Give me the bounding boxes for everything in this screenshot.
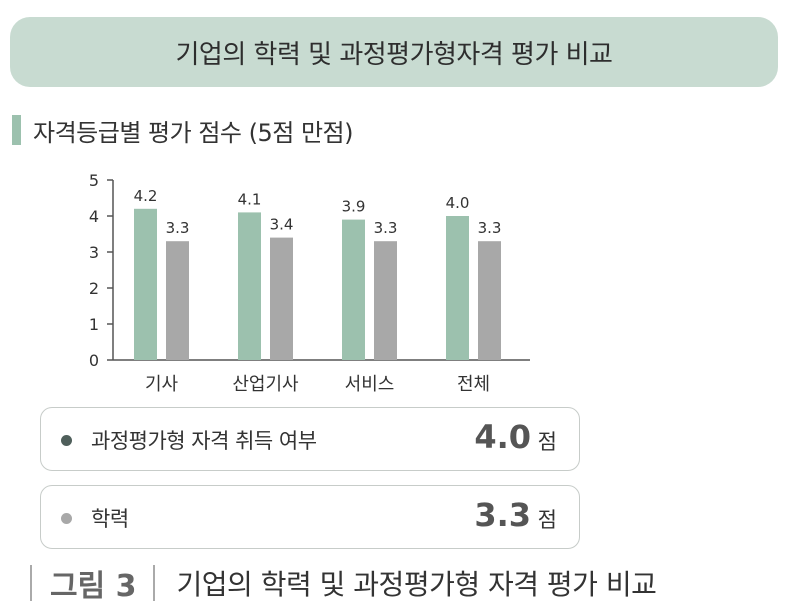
y-tick-label: 5 (89, 171, 99, 190)
legend-item-education: 학력 3.3 점 (40, 485, 580, 549)
subtitle-text: 자격등급별 평가 점수 (5점 만점) (33, 118, 353, 147)
data-label: 3.3 (478, 219, 502, 237)
figure-caption: 그림 3 기업의 학력 및 과정평가형 자격 평가 비교 (30, 558, 657, 608)
y-tick-label: 1 (89, 315, 99, 334)
y-tick-label: 0 (89, 351, 99, 370)
data-label: 3.9 (342, 198, 366, 216)
x-tick-label: 기사 (145, 374, 179, 395)
bar-education (166, 241, 189, 360)
page-title: 기업의 학력 및 과정평가형자격 평가 비교 (175, 39, 613, 70)
bar-education (478, 241, 501, 360)
data-label: 3.3 (166, 219, 190, 237)
legend-dot-education (61, 513, 72, 524)
x-tick-label: 서비스 (345, 374, 395, 395)
caption-text: 기업의 학력 및 과정평가형 자격 평가 비교 (176, 568, 657, 601)
title-banner: 기업의 학력 및 과정평가형자격 평가 비교 (10, 17, 778, 87)
data-label: 4.2 (134, 187, 158, 205)
data-label: 4.0 (446, 194, 470, 212)
legend-unit: 점 (537, 508, 557, 532)
data-label: 4.1 (238, 190, 262, 208)
subtitle-accent-bar (12, 115, 21, 145)
bar-education (270, 237, 293, 360)
legend-dot-certification (61, 435, 72, 446)
legend-label: 과정평가형 자격 취득 여부 (91, 429, 317, 453)
y-tick-label: 3 (89, 243, 99, 262)
legend-value: 4.0 (474, 418, 531, 456)
figure-number: 그림 3 (50, 569, 137, 604)
x-tick-label: 전체 (457, 374, 490, 395)
data-label: 3.3 (374, 219, 398, 237)
y-tick-label: 4 (89, 207, 99, 226)
bar-certification (342, 219, 365, 360)
legend-item-certification: 과정평가형 자격 취득 여부 4.0 점 (40, 407, 580, 471)
bar-education (374, 241, 397, 360)
bar-certification (238, 212, 261, 360)
chart-subtitle: 자격등급별 평가 점수 (5점 만점) (12, 112, 353, 148)
bar-certification (134, 208, 157, 360)
legend-label: 학력 (91, 507, 129, 531)
caption-divider (152, 565, 155, 601)
bar-chart: 0 1 2 3 4 5 4.2 3.3 기사 4.1 3.4 산업기사 3.9 3.3 서비스 4.0 3.3 전… (89, 171, 530, 395)
x-tick-label: 산업기사 (232, 374, 299, 395)
bar-certification (446, 216, 469, 360)
y-tick-label: 2 (89, 279, 99, 298)
legend-value: 3.3 (474, 496, 531, 534)
legend-unit: 점 (537, 430, 557, 454)
caption-divider (30, 565, 32, 601)
data-label: 3.4 (270, 216, 294, 234)
